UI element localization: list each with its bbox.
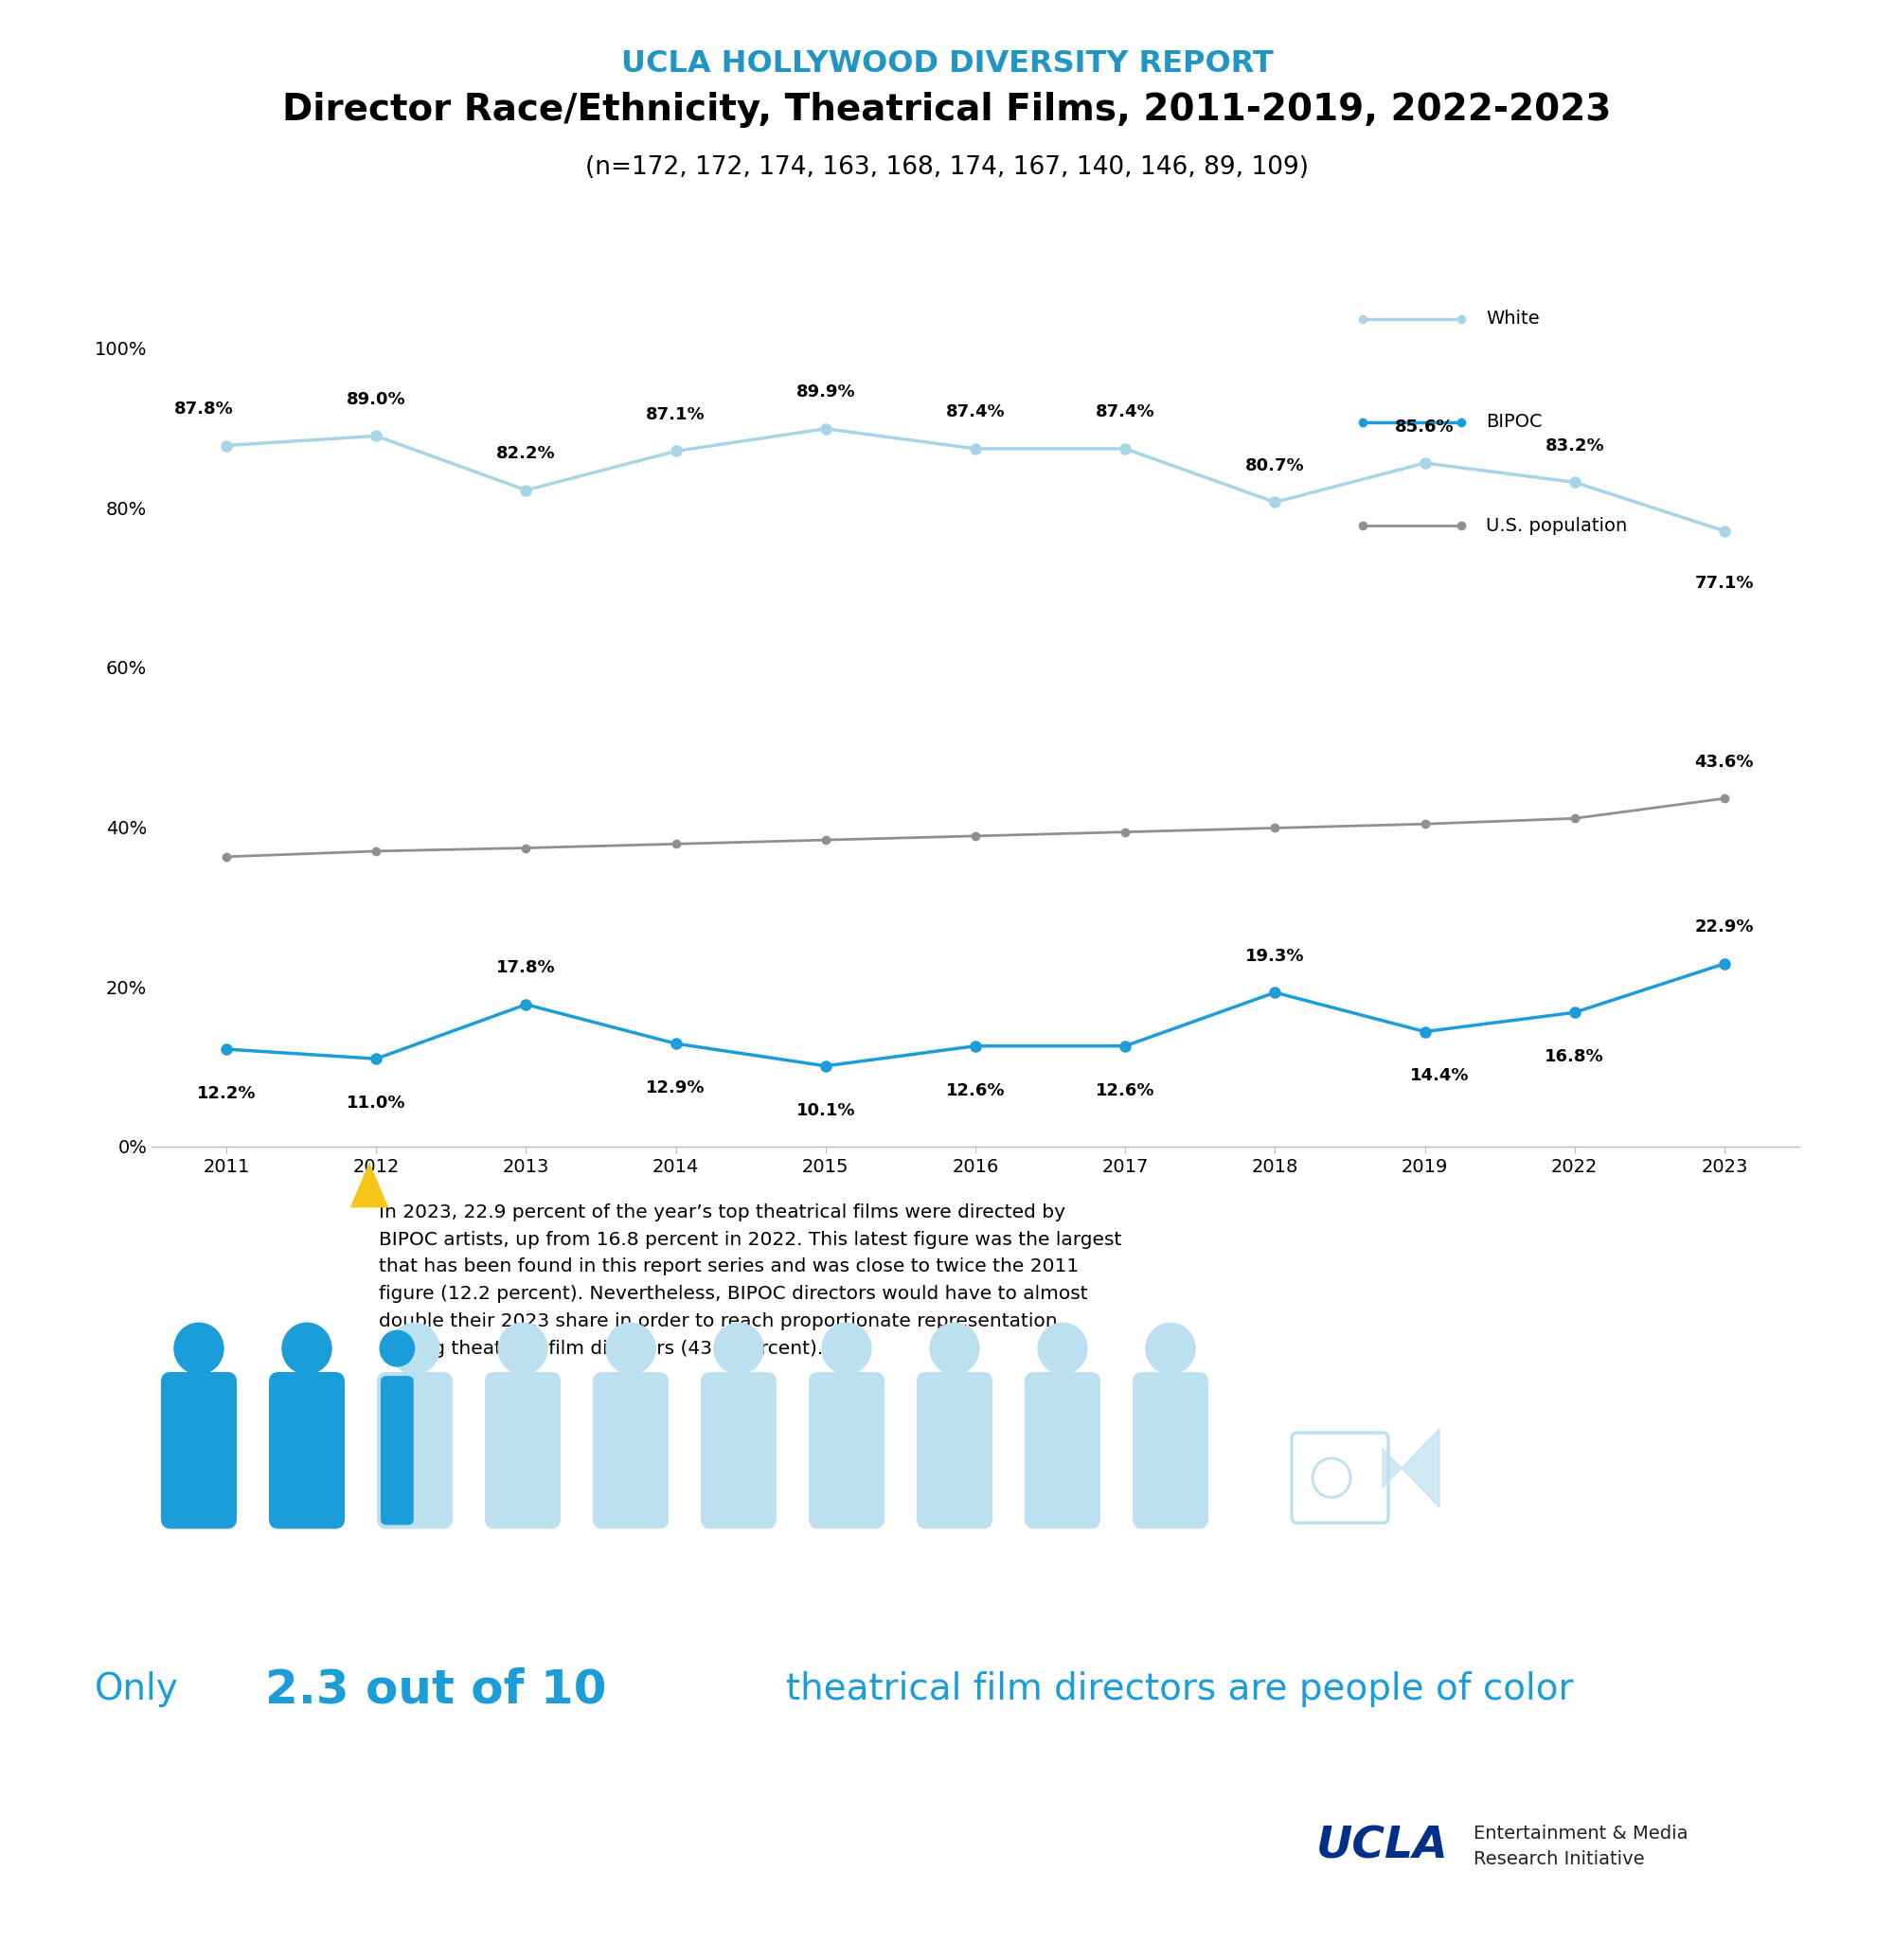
Text: 12.6%: 12.6%	[1095, 1082, 1155, 1100]
Text: 87.1%: 87.1%	[646, 406, 705, 423]
Text: 19.3%: 19.3%	[1246, 947, 1305, 964]
Text: 12.6%: 12.6%	[945, 1082, 1006, 1100]
Text: UCLA HOLLYWOOD DIVERSITY REPORT: UCLA HOLLYWOOD DIVERSITY REPORT	[621, 49, 1273, 78]
Text: 80.7%: 80.7%	[1246, 457, 1305, 474]
Text: BIPOC: BIPOC	[1487, 414, 1544, 431]
Text: 11.0%: 11.0%	[347, 1096, 405, 1111]
Text: Only: Only	[95, 1672, 178, 1707]
Text: Director Race/Ethnicity, Theatrical Films, 2011-2019, 2022-2023: Director Race/Ethnicity, Theatrical Film…	[282, 92, 1612, 127]
Text: Entertainment & Media
Research Initiative: Entertainment & Media Research Initiativ…	[1474, 1825, 1688, 1868]
Text: UCLA: UCLA	[1316, 1825, 1449, 1868]
Text: (n=172, 172, 174, 163, 168, 174, 167, 140, 146, 89, 109): (n=172, 172, 174, 163, 168, 174, 167, 14…	[585, 155, 1309, 180]
Text: 87.8%: 87.8%	[174, 400, 233, 417]
Text: 87.4%: 87.4%	[945, 404, 1006, 421]
Text: 2.3 out of 10: 2.3 out of 10	[265, 1666, 606, 1713]
Text: 12.2%: 12.2%	[197, 1086, 256, 1102]
Text: 43.6%: 43.6%	[1695, 753, 1754, 770]
Text: 16.8%: 16.8%	[1546, 1049, 1604, 1066]
Text: theatrical film directors are people of color: theatrical film directors are people of …	[786, 1672, 1574, 1707]
Text: 89.0%: 89.0%	[347, 390, 405, 408]
Text: U.S. population: U.S. population	[1487, 517, 1627, 535]
Text: 12.9%: 12.9%	[646, 1080, 705, 1096]
Text: 17.8%: 17.8%	[496, 960, 555, 976]
Text: 89.9%: 89.9%	[795, 384, 856, 400]
Text: White: White	[1487, 310, 1540, 327]
Text: 14.4%: 14.4%	[1411, 1068, 1470, 1084]
Text: 85.6%: 85.6%	[1396, 417, 1455, 435]
Text: 22.9%: 22.9%	[1695, 919, 1754, 935]
Text: In 2023, 22.9 percent of the year’s top theatrical films were directed by
BIPOC : In 2023, 22.9 percent of the year’s top …	[379, 1203, 1121, 1358]
Text: 82.2%: 82.2%	[496, 445, 555, 463]
Text: 10.1%: 10.1%	[795, 1102, 856, 1119]
Text: 87.4%: 87.4%	[1095, 404, 1155, 421]
Text: 77.1%: 77.1%	[1695, 574, 1754, 592]
Text: 83.2%: 83.2%	[1546, 437, 1604, 455]
